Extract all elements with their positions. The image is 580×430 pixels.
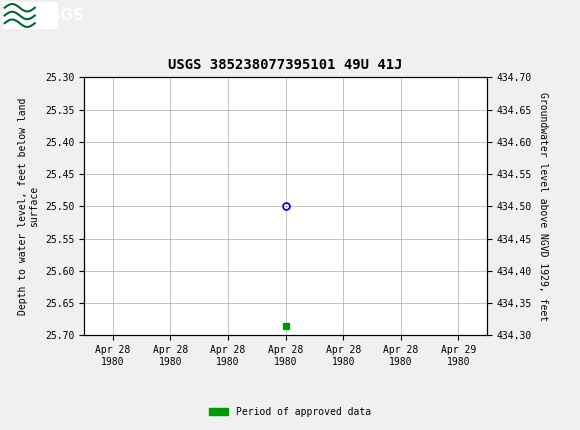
Text: USGS: USGS: [38, 8, 85, 23]
Title: USGS 385238077395101 49U 41J: USGS 385238077395101 49U 41J: [168, 58, 403, 72]
Y-axis label: Depth to water level, feet below land
surface: Depth to water level, feet below land su…: [18, 98, 39, 315]
Y-axis label: Groundwater level above NGVD 1929, feet: Groundwater level above NGVD 1929, feet: [538, 92, 548, 321]
Legend: Period of approved data: Period of approved data: [205, 403, 375, 421]
Bar: [3, 2, 58, 29]
